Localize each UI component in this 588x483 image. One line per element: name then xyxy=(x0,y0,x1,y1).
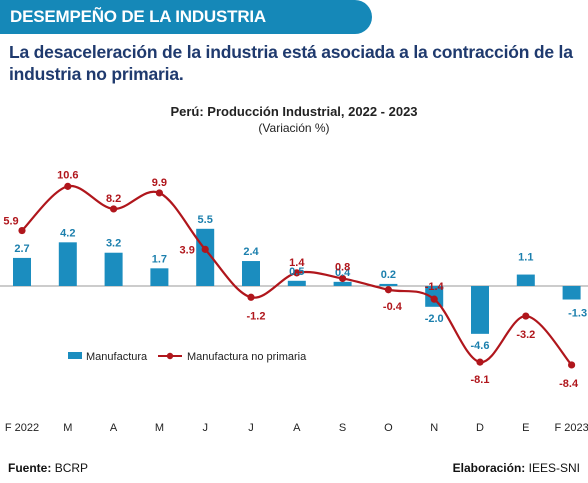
bar-manufactura xyxy=(150,268,169,286)
chart-title: Perú: Producción Industrial, 2022 - 2023 xyxy=(170,104,418,119)
line-data-label: 3.9 xyxy=(180,244,195,256)
footer-author-label: Elaboración: xyxy=(452,461,526,475)
line-data-label: 10.6 xyxy=(57,169,78,181)
line-point xyxy=(293,269,301,277)
bar-data-label: 2.7 xyxy=(14,243,29,255)
x-tick-label: F 2022 xyxy=(5,422,39,434)
bar-data-label: 2.4 xyxy=(243,246,259,258)
x-tick-label: A xyxy=(293,422,301,434)
line-data-label: 8.2 xyxy=(106,193,121,205)
bar-data-label: 1.7 xyxy=(152,253,167,265)
bar-data-label: 3.2 xyxy=(106,238,121,250)
page-subtitle: La desaceleración de la industria está a… xyxy=(9,42,573,84)
line-point xyxy=(18,226,26,235)
line-point xyxy=(476,358,484,366)
bar-manufactura xyxy=(58,242,77,286)
line-point xyxy=(568,361,576,369)
x-tick-label: J xyxy=(202,422,208,434)
legend-label-manufactura-no-primaria: Manufactura no primaria xyxy=(187,351,307,363)
line-data-label: 5.9 xyxy=(3,216,18,228)
footer-author: Elaboración: IEES-SNI xyxy=(453,461,580,475)
bar-data-label: 4.2 xyxy=(60,227,75,239)
x-tick-label: M xyxy=(155,422,164,434)
x-tick-label: A xyxy=(110,422,118,434)
legend-label-manufactura: Manufactura xyxy=(86,351,148,363)
line-point xyxy=(155,189,163,197)
line-point xyxy=(339,274,347,283)
x-tick-label: J xyxy=(248,422,254,434)
bar-manufactura xyxy=(516,274,535,286)
line-data-label: -3.2 xyxy=(516,329,535,341)
line-data-label: -8.4 xyxy=(559,378,579,390)
bar-manufactura xyxy=(379,283,398,286)
bar-manufactura xyxy=(287,280,306,286)
line-point xyxy=(201,245,209,253)
x-tick-label: O xyxy=(384,422,393,434)
x-tick-label: F 2023 xyxy=(554,422,588,434)
bar-manufactura xyxy=(562,286,581,300)
line-point xyxy=(110,205,118,213)
x-tick-label: N xyxy=(430,422,438,434)
x-tick-label: D xyxy=(476,422,484,434)
bar-data-label: -1.3 xyxy=(568,308,587,320)
bar-manufactura xyxy=(242,261,260,286)
header-banner: DESEMPEÑO DE LA INDUSTRIA xyxy=(0,0,372,34)
line-point xyxy=(247,293,255,301)
footer-source: Fuente: BCRP xyxy=(8,461,88,475)
line-data-label: 0.8 xyxy=(335,261,350,273)
bar-data-label: -2.0 xyxy=(425,313,444,325)
x-tick-label: E xyxy=(522,422,529,434)
line-point xyxy=(384,286,392,294)
line-point xyxy=(64,182,72,190)
bar-data-label: 0.5 xyxy=(289,266,304,278)
footer-source-value: BCRP xyxy=(54,461,89,475)
line-data-label: -1.2 xyxy=(247,310,266,322)
bar-data-label: 5.5 xyxy=(198,214,213,226)
bar-manufactura xyxy=(333,281,352,286)
line-data-label: 1.4 xyxy=(289,257,305,269)
bar-data-label: 0.2 xyxy=(381,269,396,281)
x-tick-label: M xyxy=(63,422,72,434)
bar-manufactura xyxy=(104,252,123,286)
legend-swatch-manufactura xyxy=(68,352,82,359)
bar-manufactura xyxy=(471,286,489,334)
line-point xyxy=(522,312,530,320)
line-data-label: -8.1 xyxy=(471,374,490,386)
header-title: DESEMPEÑO DE LA INDUSTRIA xyxy=(10,7,267,26)
chart-subtitle: (Variación %) xyxy=(258,121,330,135)
x-tick-label: S xyxy=(339,422,346,434)
line-data-label: 9.9 xyxy=(152,177,167,189)
bar-manufactura xyxy=(13,257,31,286)
line-data-label: -0.4 xyxy=(383,301,403,313)
footer-source-label: Fuente: xyxy=(8,461,52,475)
footer-author-value: IEES-SNI xyxy=(528,461,580,475)
line-data-label: -1.4 xyxy=(425,281,445,293)
bar-data-label: 0.4 xyxy=(335,267,351,279)
bar-data-label: -4.6 xyxy=(471,340,490,352)
legend-swatch-marker xyxy=(166,352,174,360)
line-point xyxy=(430,295,438,303)
bar-data-label: 1.1 xyxy=(518,252,533,264)
